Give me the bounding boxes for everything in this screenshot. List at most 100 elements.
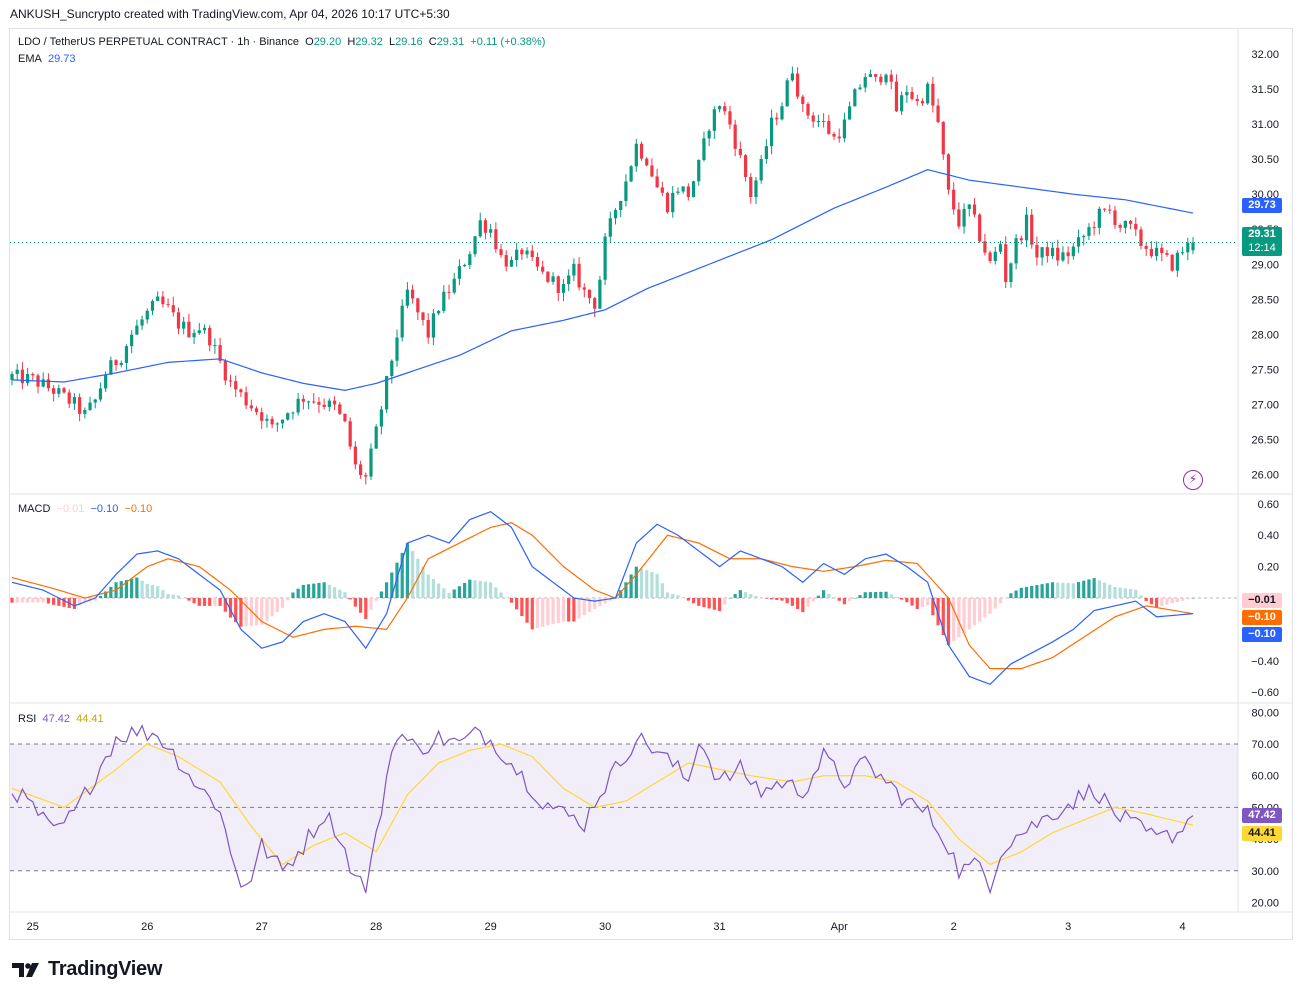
macd-histogram-bar bbox=[15, 598, 19, 603]
rsi-tick-label: 30.00 bbox=[1251, 866, 1279, 878]
macd-histogram-bar bbox=[582, 598, 586, 616]
macd-histogram-bar bbox=[343, 592, 347, 598]
open-label: O bbox=[305, 36, 314, 48]
candle-body bbox=[374, 426, 378, 449]
candle-body bbox=[218, 345, 222, 361]
macd-histogram-bar bbox=[379, 591, 383, 598]
rsi-ma-value: 44.41 bbox=[76, 713, 104, 725]
candle-body bbox=[546, 271, 550, 282]
candle-body bbox=[978, 214, 982, 242]
macd-histogram-bar bbox=[795, 598, 800, 609]
macd-histogram-bar bbox=[936, 598, 940, 626]
macd-histogram-bar bbox=[348, 598, 352, 600]
macd-histogram-bar bbox=[31, 598, 35, 603]
candle-body bbox=[535, 256, 540, 267]
candle-body bbox=[312, 401, 316, 403]
macd-histogram-bar bbox=[1082, 580, 1086, 598]
chart-frame bbox=[9, 28, 1293, 940]
candle-body bbox=[26, 373, 30, 384]
candle-body bbox=[650, 165, 654, 177]
candle-body bbox=[587, 289, 592, 299]
candle-body bbox=[291, 412, 295, 414]
candle-body bbox=[1170, 254, 1174, 271]
macd-histogram-bar bbox=[941, 598, 945, 636]
ema-price-badge: 29.73 bbox=[1242, 198, 1282, 213]
macd-pane bbox=[10, 511, 1238, 686]
macd-histogram-bar bbox=[437, 583, 441, 598]
macd-histogram-bar bbox=[208, 598, 212, 606]
price-tick-label: 31.00 bbox=[1251, 119, 1279, 131]
candle-body bbox=[15, 369, 19, 374]
macd-histogram-bar bbox=[171, 594, 175, 598]
time-tick-label: 4 bbox=[1180, 921, 1186, 933]
lightning-icon[interactable]: ⚡ bbox=[1183, 470, 1203, 490]
candle-body bbox=[1019, 238, 1023, 241]
macd-histogram-bar bbox=[702, 598, 706, 608]
macd-histogram-bar bbox=[494, 587, 498, 598]
candle-body bbox=[1040, 247, 1044, 258]
macd-histogram-bar bbox=[541, 598, 545, 627]
macd-histogram-bar bbox=[1056, 582, 1060, 598]
candle-body bbox=[759, 159, 763, 181]
candle-body bbox=[822, 120, 826, 122]
high-value: 29.32 bbox=[355, 36, 383, 48]
macd-hist-value: −0.01 bbox=[56, 503, 85, 515]
macd-histogram-bar bbox=[728, 598, 732, 599]
candle-body bbox=[738, 148, 742, 156]
time-tick-label: 27 bbox=[256, 921, 268, 933]
macd-histogram-bar bbox=[624, 582, 628, 598]
macd-histogram-bar bbox=[156, 586, 160, 598]
candle-body bbox=[57, 388, 61, 394]
candle-body bbox=[608, 218, 612, 237]
candle-body bbox=[1014, 238, 1018, 264]
candle-body bbox=[442, 291, 446, 311]
macd-histogram-bar bbox=[801, 598, 805, 613]
candle-body bbox=[358, 464, 363, 476]
macd-histogram-bar bbox=[1009, 593, 1013, 598]
macd-histogram-bar bbox=[988, 598, 992, 614]
candle-body bbox=[795, 73, 800, 97]
rsi-pane bbox=[10, 724, 1238, 895]
candle-body bbox=[114, 360, 118, 366]
candle-body bbox=[712, 109, 716, 131]
macd-histogram-bar bbox=[962, 598, 966, 634]
macd-histogram-bar bbox=[1102, 582, 1107, 598]
candle-body bbox=[894, 81, 899, 112]
macd-histogram-bar bbox=[1139, 595, 1143, 598]
candle-body bbox=[457, 266, 462, 279]
macd-histogram-bar bbox=[920, 598, 925, 608]
macd-histogram-bar bbox=[447, 592, 451, 598]
candle-body bbox=[384, 376, 389, 410]
candle-body bbox=[863, 77, 867, 88]
candle-body bbox=[67, 392, 71, 404]
rsi-tick-label: 70.00 bbox=[1251, 739, 1279, 751]
candle-body bbox=[1134, 223, 1138, 230]
candle-body bbox=[145, 310, 149, 320]
macd-histogram-bar bbox=[390, 572, 394, 598]
macd-histogram-bar bbox=[478, 581, 482, 598]
candle-body bbox=[275, 423, 279, 425]
macd-histogram-bar bbox=[697, 598, 701, 606]
macd-histogram-bar bbox=[202, 598, 207, 606]
rsi-badge: 47.42 bbox=[1242, 808, 1282, 823]
macd-histogram-bar bbox=[384, 582, 389, 598]
macd-histogram-bar bbox=[1087, 579, 1091, 598]
candle-body bbox=[723, 106, 727, 112]
candle-body bbox=[296, 398, 300, 413]
candle-body bbox=[946, 154, 951, 190]
low-value: 29.16 bbox=[395, 36, 423, 48]
time-tick-label: 2 bbox=[951, 921, 957, 933]
macd-signal-value: −0.10 bbox=[124, 503, 153, 515]
macd-histogram-bar bbox=[972, 598, 977, 626]
candle-body bbox=[499, 249, 503, 256]
candle-body bbox=[629, 166, 633, 182]
tradingview-logo[interactable]: TradingView bbox=[12, 958, 162, 981]
candle-body bbox=[754, 180, 758, 198]
close-label: C bbox=[428, 36, 437, 48]
candle-body bbox=[208, 327, 212, 346]
candle-body bbox=[223, 360, 227, 381]
candle-body bbox=[780, 106, 784, 120]
candle-body bbox=[681, 186, 685, 192]
macd-histogram-bar bbox=[1123, 588, 1127, 598]
